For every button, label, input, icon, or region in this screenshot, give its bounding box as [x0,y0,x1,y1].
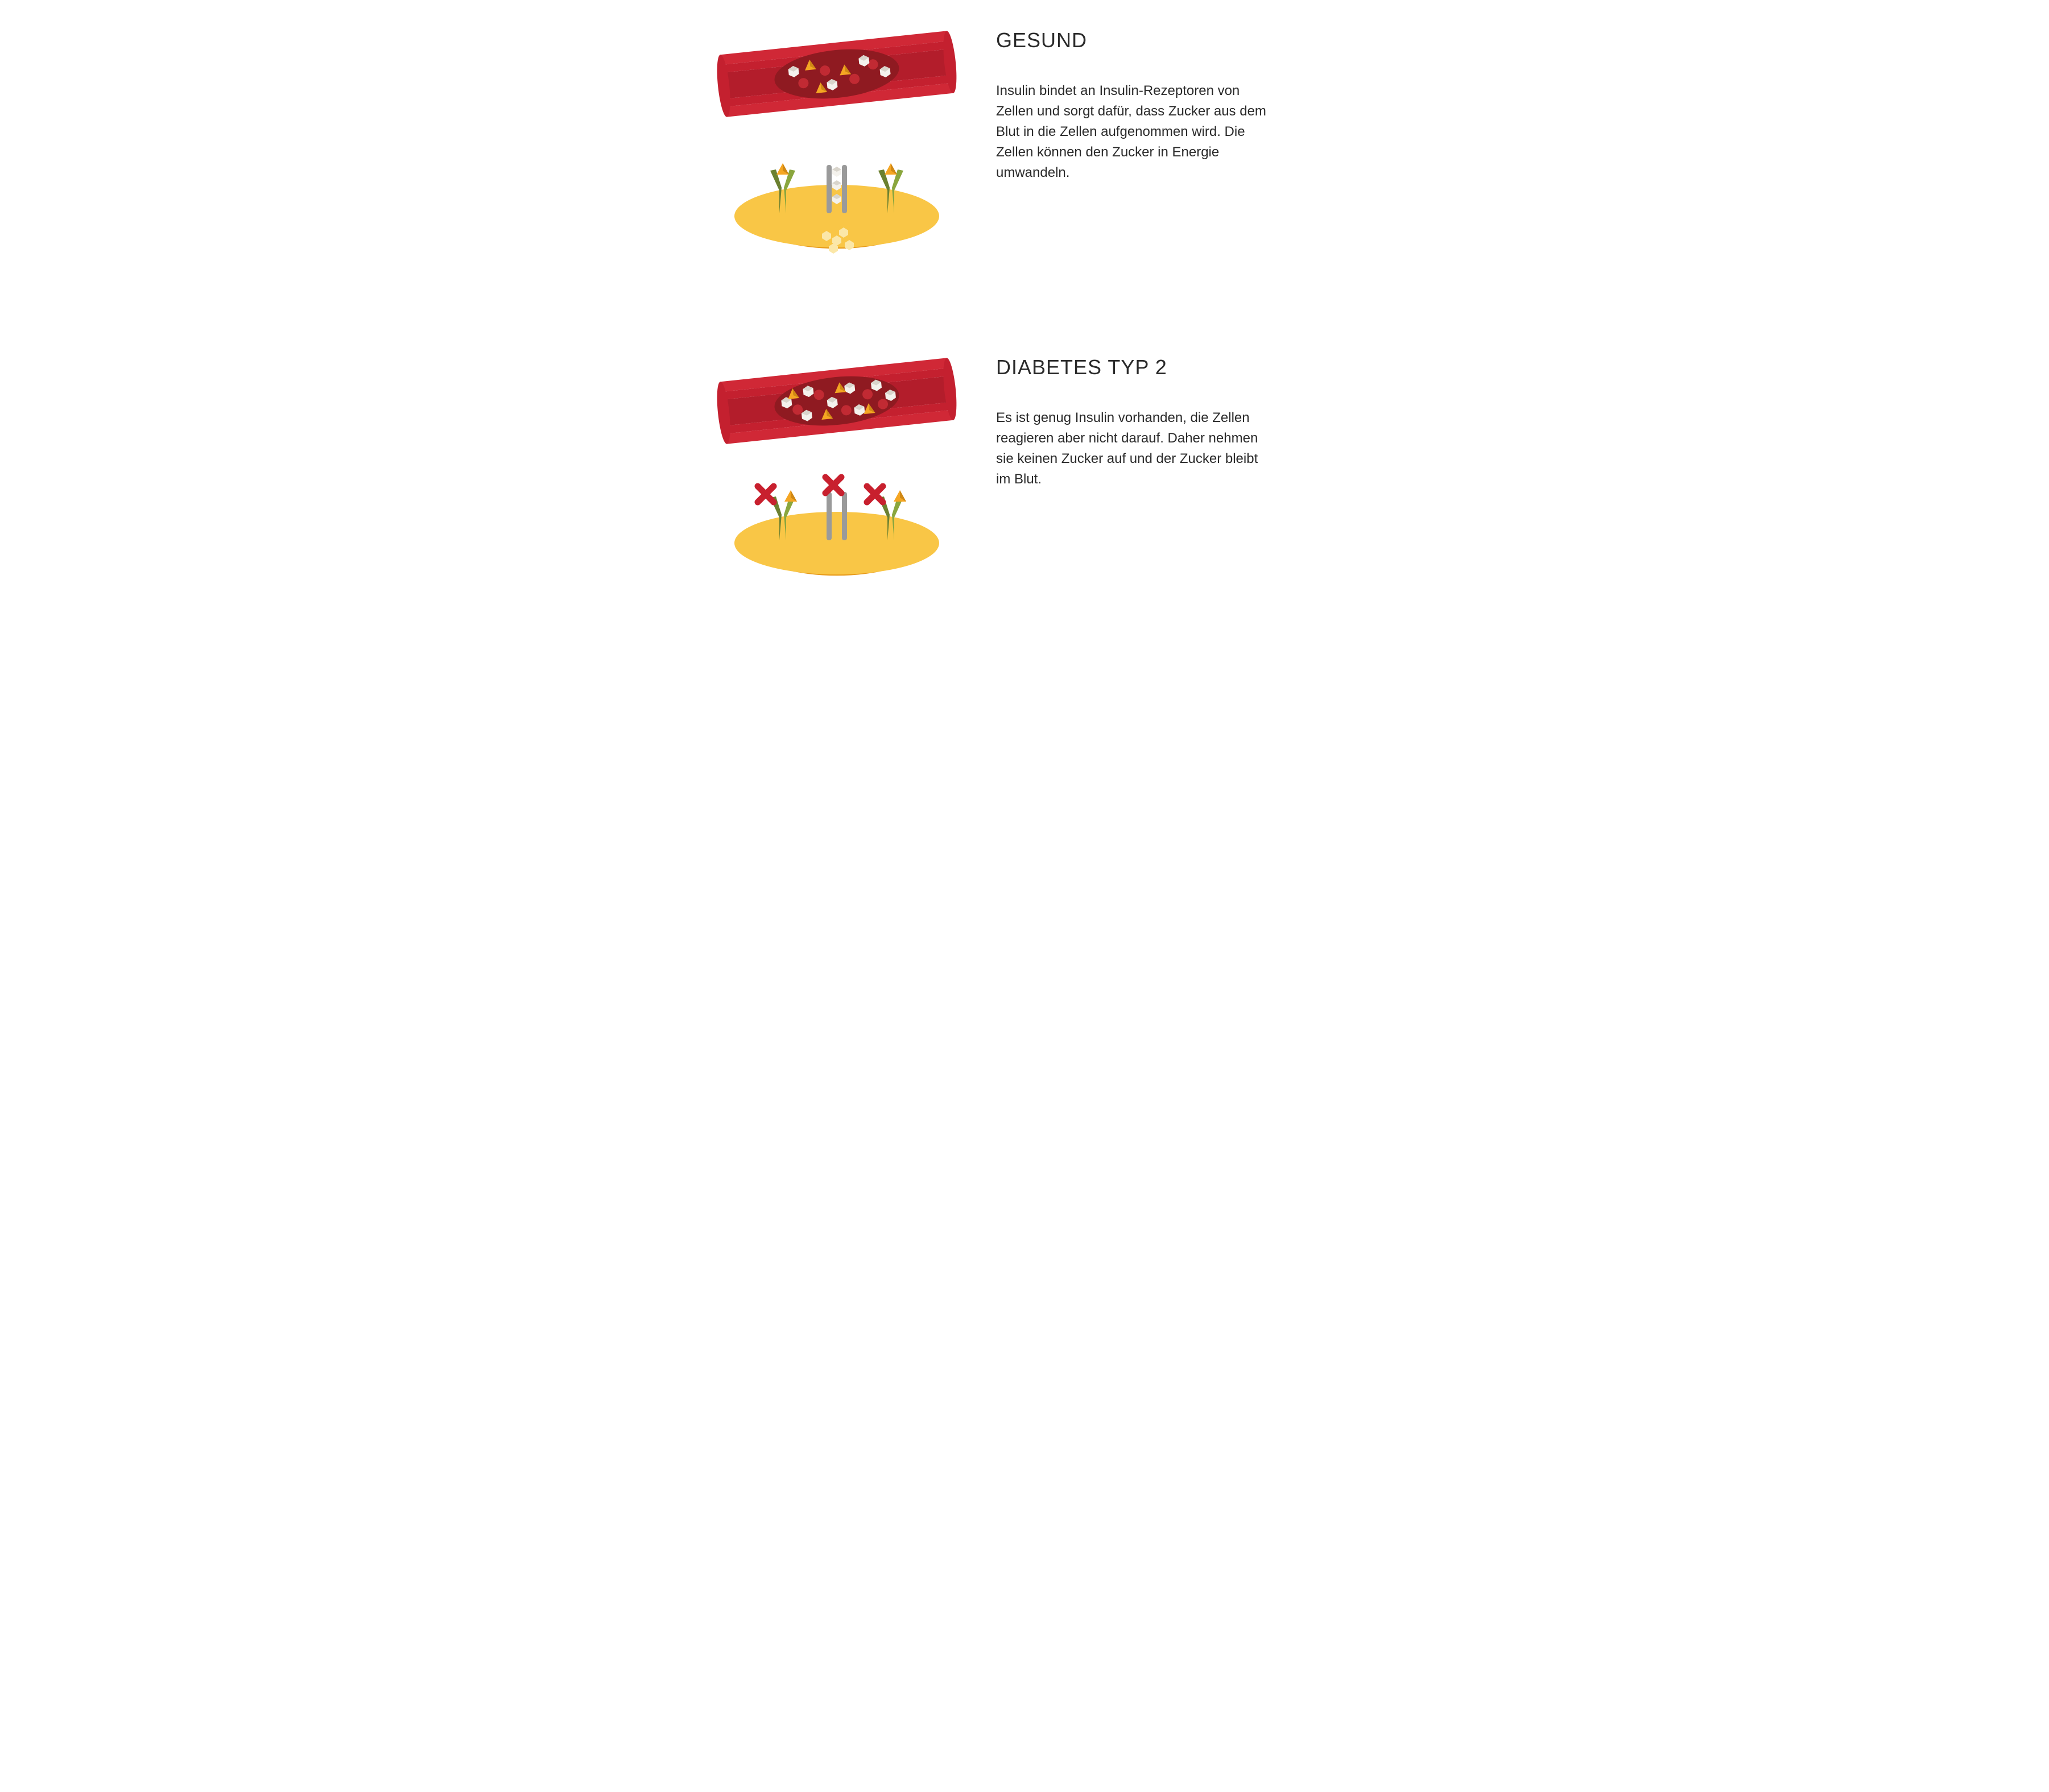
text-healthy: GESUND Insulin bindet an Insulin-Rezepto… [979,23,1354,183]
text-diabetes2: DIABETES TYP 2 Es ist genug Insulin vorh… [979,350,1354,490]
title-diabetes2: DIABETES TYP 2 [996,355,1354,379]
svg-diabetes2 [695,350,979,623]
section-diabetes2: DIABETES TYP 2 Es ist genug Insulin vorh… [695,350,1354,626]
body-diabetes2: Es ist genug Insulin vorhanden, die Zell… [996,408,1269,490]
illustration-healthy [695,23,979,299]
illustration-diabetes2 [695,350,979,626]
title-healthy: GESUND [996,28,1354,52]
body-healthy: Insulin bindet an Insulin-Rezeptoren von… [996,81,1269,183]
svg-healthy [695,23,979,296]
infographic-page: GESUND Insulin bindet an Insulin-Rezepto… [683,0,1366,700]
section-healthy: GESUND Insulin bindet an Insulin-Rezepto… [695,23,1354,299]
